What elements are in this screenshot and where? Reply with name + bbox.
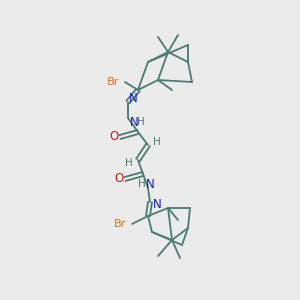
- Text: N: N: [130, 116, 138, 128]
- Text: H: H: [137, 117, 145, 127]
- Text: Br: Br: [107, 77, 119, 87]
- Text: N: N: [146, 178, 154, 190]
- Text: O: O: [110, 130, 118, 143]
- Text: N: N: [129, 92, 137, 106]
- Text: Br: Br: [114, 219, 126, 229]
- Text: H: H: [125, 158, 133, 168]
- Text: N: N: [153, 197, 161, 211]
- Text: H: H: [138, 179, 146, 189]
- Text: H: H: [153, 137, 161, 147]
- Text: O: O: [114, 172, 124, 185]
